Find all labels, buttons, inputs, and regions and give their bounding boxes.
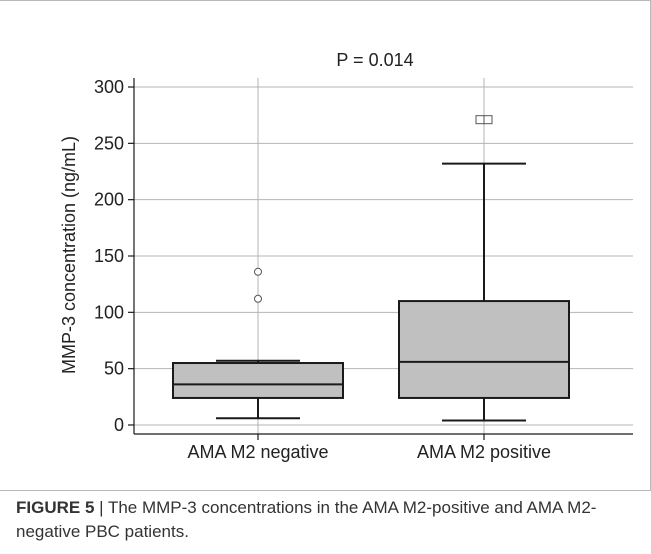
y-tick-label: 200 bbox=[94, 190, 124, 210]
boxes bbox=[172, 115, 570, 422]
box-group bbox=[172, 267, 344, 420]
outlier-circle bbox=[254, 294, 262, 303]
outlier-square bbox=[483, 115, 493, 125]
box-plot-chart: 0 50 100 150 200 250 300 AMA M2 negative AMA M2 … bbox=[59, 50, 633, 462]
y-tick-label: 0 bbox=[114, 415, 124, 435]
caption-text: The MMP-3 concentrations in the AMA M2-p… bbox=[16, 498, 597, 541]
x-tick-label: AMA M2 positive bbox=[417, 442, 551, 462]
y-tick-label: 250 bbox=[94, 133, 124, 153]
box-group bbox=[398, 115, 570, 422]
caption-separator: | bbox=[94, 498, 108, 517]
box-iqr bbox=[172, 362, 344, 399]
x-tick-label: AMA M2 negative bbox=[187, 442, 328, 462]
y-axis-label: MMP-3 concentration (ng/mL) bbox=[59, 136, 79, 374]
chart-title: P = 0.014 bbox=[336, 50, 413, 70]
figure-caption: FIGURE 5 | The MMP-3 concentrations in t… bbox=[16, 496, 641, 544]
y-tick-label: 50 bbox=[104, 359, 124, 379]
outlier-square bbox=[475, 115, 485, 125]
y-tick-label: 150 bbox=[94, 246, 124, 266]
caption-label: FIGURE 5 bbox=[16, 498, 95, 517]
y-tick-label: 300 bbox=[94, 77, 124, 97]
outlier-circle bbox=[254, 267, 262, 276]
box-iqr bbox=[398, 300, 570, 399]
axes: 0 50 100 150 200 250 300 AMA M2 negative AMA M2 … bbox=[94, 77, 633, 462]
y-tick-label: 100 bbox=[94, 302, 124, 322]
